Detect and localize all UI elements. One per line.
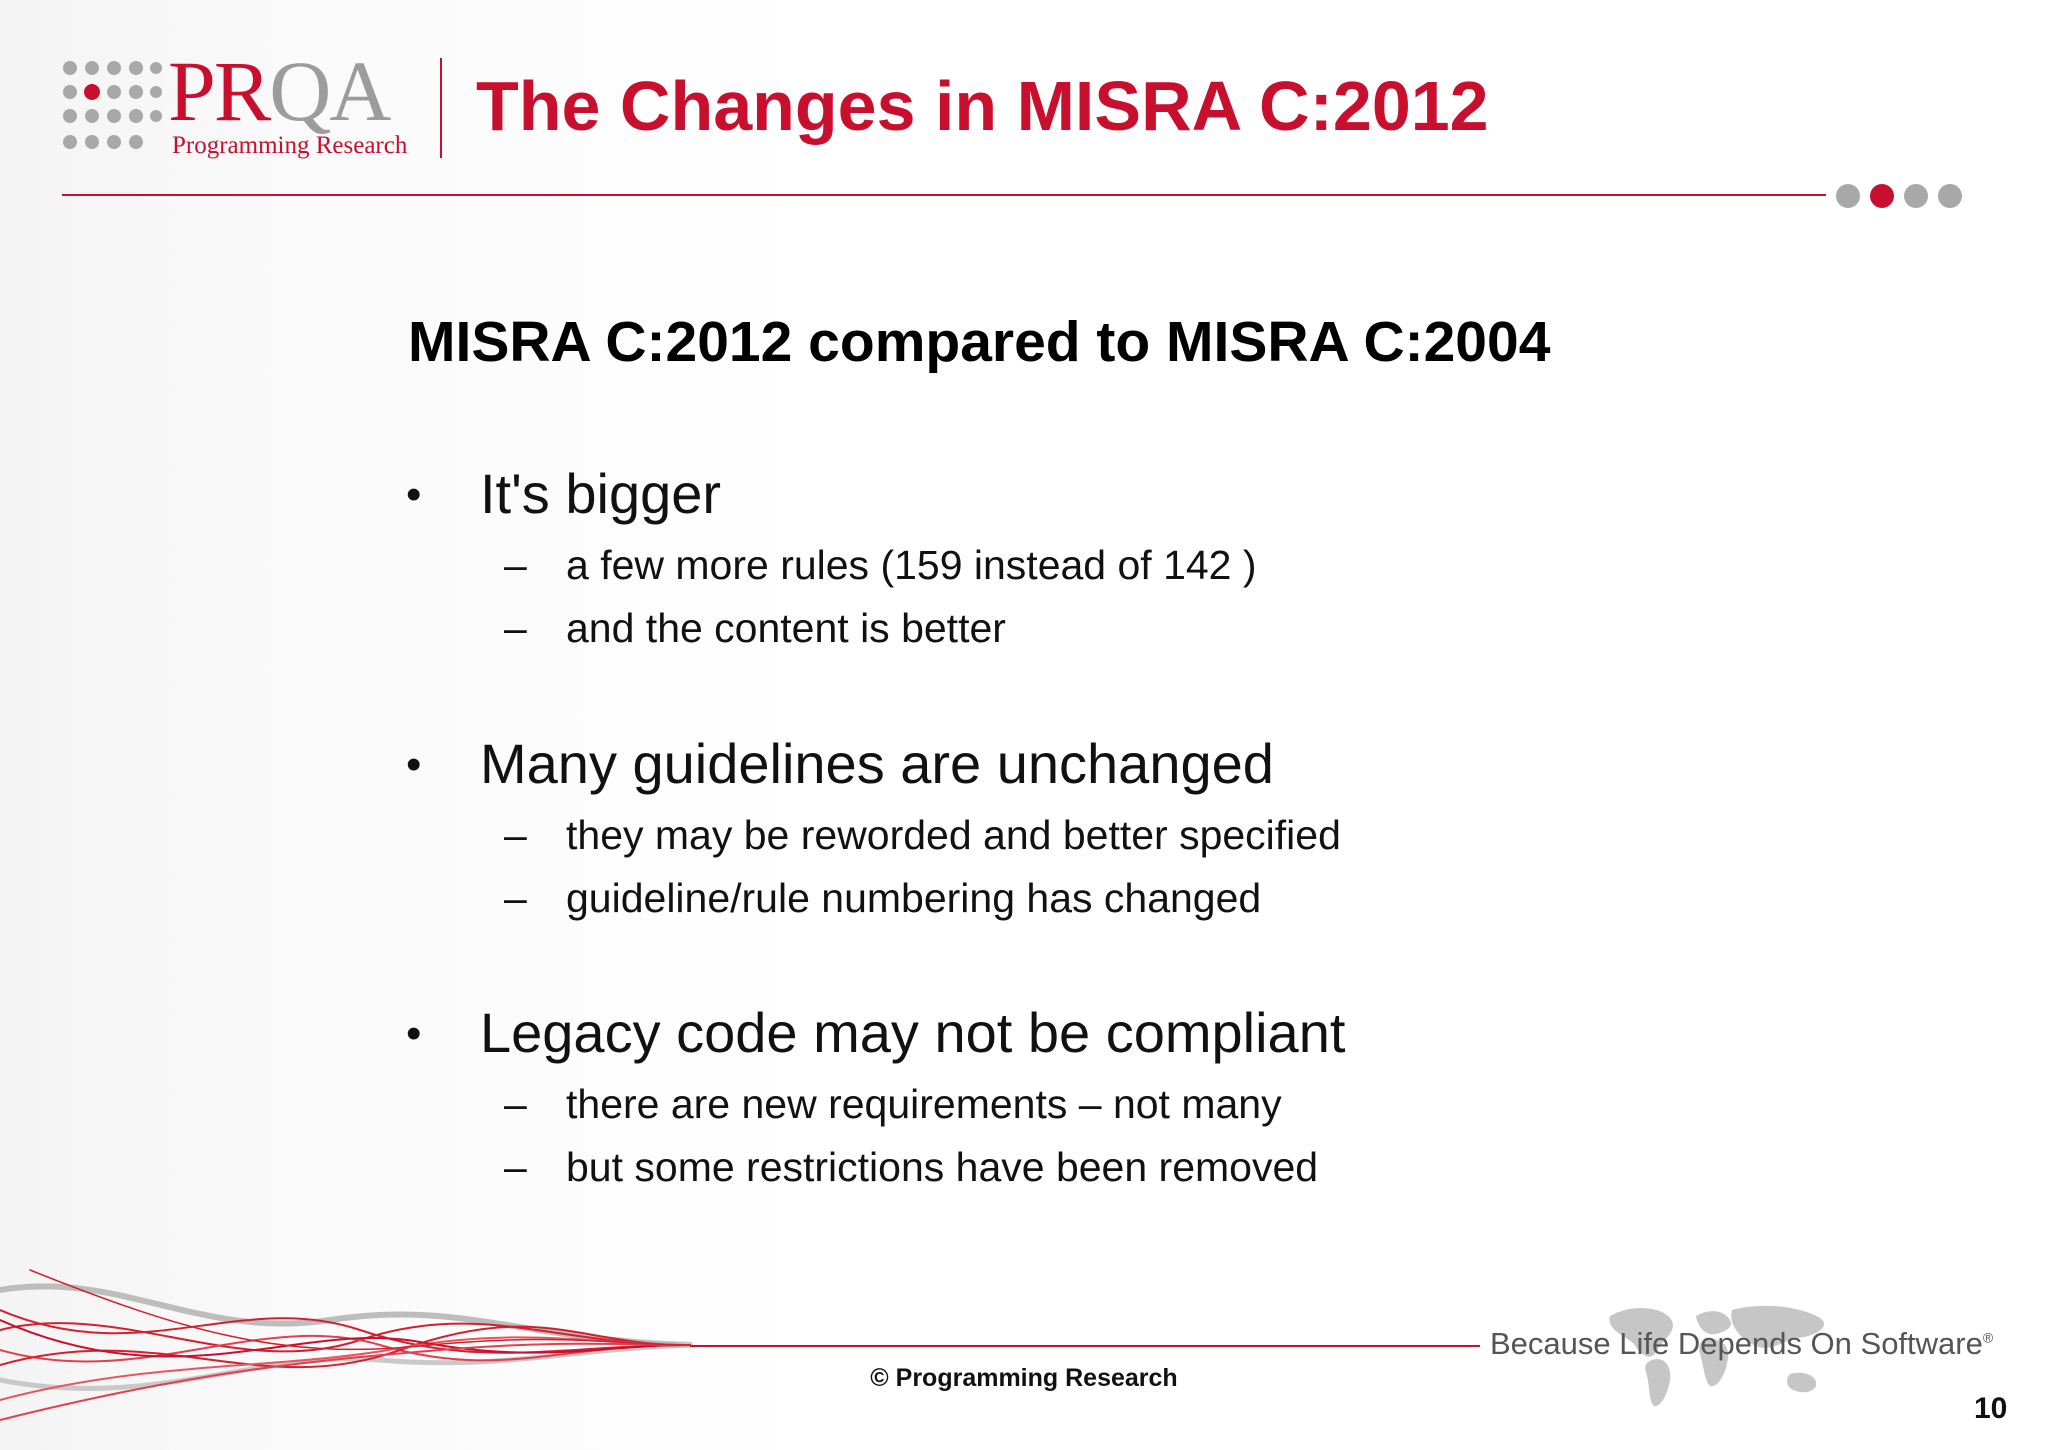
dash-mark: – (504, 1081, 527, 1127)
wave-decoration (0, 1269, 693, 1421)
dash-mark: – (504, 812, 527, 858)
sub-item: – there are new requirements – not many (504, 1079, 1282, 1129)
logo-separator (440, 58, 442, 158)
logo-letters: PR (168, 43, 271, 139)
bullet-item: • It's bigger (406, 462, 721, 527)
sub-text: there are new requirements – not many (566, 1081, 1282, 1127)
page-number: 10 (1974, 1392, 2008, 1425)
logo-subtitle: Programming Research (172, 132, 408, 159)
sub-text: and the content is better (566, 605, 1006, 651)
slide-title: The Changes in MISRA C:2012 (476, 67, 1489, 145)
sub-item: – and the content is better (504, 603, 1006, 653)
bullet-mark: • (406, 470, 422, 519)
sub-text: they may be reworded and better specifie… (566, 812, 1341, 858)
progress-dots-icon (1836, 184, 1962, 208)
sub-item: – a few more rules (159 instead of 142 ) (504, 540, 1257, 590)
bullet-item: • Many guidelines are unchanged (406, 732, 1274, 797)
dash-mark: – (504, 605, 527, 651)
sub-text: a few more rules (159 instead of 142 ) (566, 542, 1257, 588)
sub-text: but some restrictions have been removed (566, 1144, 1319, 1190)
slide-subtitle: MISRA C:2012 compared to MISRA C:2004 (408, 310, 1551, 374)
logo-letters-accent: QA (269, 43, 391, 139)
bullet-mark: • (406, 740, 422, 789)
bullet-mark: • (406, 1009, 422, 1058)
copyright-notice: © Programming Research (870, 1364, 1178, 1392)
world-map-icon (1609, 1305, 1825, 1407)
sub-item: – guideline/rule numbering has changed (504, 873, 1261, 923)
dash-mark: – (504, 1144, 527, 1190)
sub-text: guideline/rule numbering has changed (566, 875, 1262, 921)
bullet-text: Legacy code may not be compliant (480, 1001, 1346, 1064)
bullet-text: Many guidelines are unchanged (480, 732, 1274, 795)
registered-mark: ® (1982, 1329, 1994, 1346)
footer-divider (690, 1345, 1480, 1347)
logo-wordmark: PRQA (168, 48, 391, 134)
header-divider (62, 194, 1826, 196)
bullet-text: It's bigger (480, 462, 722, 525)
sub-item: – but some restrictions have been removed (504, 1142, 1318, 1192)
tagline-text: Because Life Depends On Software (1490, 1326, 1983, 1361)
tagline: Because Life Depends On Software® (1490, 1326, 1993, 1362)
dash-mark: – (504, 542, 527, 588)
sub-item: – they may be reworded and better specifi… (504, 810, 1341, 860)
dot-grid-icon (63, 61, 162, 149)
dash-mark: – (504, 875, 527, 921)
bullet-item: • Legacy code may not be compliant (406, 1001, 1345, 1066)
